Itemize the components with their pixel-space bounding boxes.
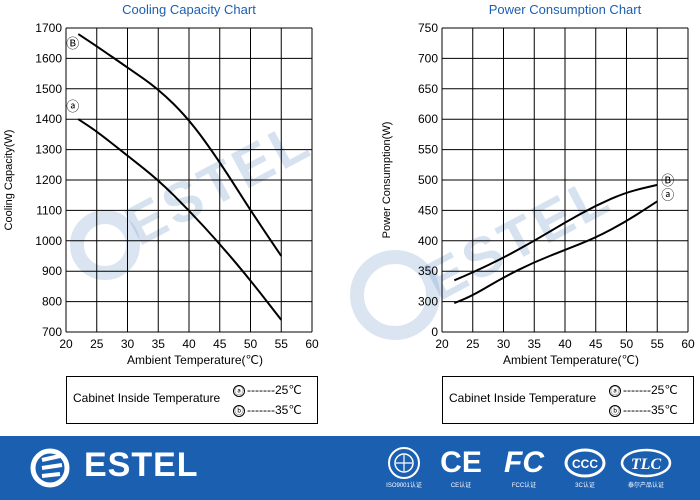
y-tick-label: 1500 (35, 82, 62, 96)
y-tick-label: 300 (418, 295, 438, 309)
legend-title: Cabinet Inside Temperature (449, 391, 597, 405)
x-tick-label: 50 (244, 337, 258, 351)
series-label-b: Ⓑ (66, 37, 79, 52)
chart-title: Power Consumption Chart (489, 2, 642, 17)
legend-entry-a: ⓐ -------25℃ (609, 383, 678, 397)
y-tick-label: 1600 (35, 51, 62, 65)
ce-certification: CE CE认证 (436, 444, 486, 490)
series-line-b (453, 183, 658, 282)
y-tick-label: 1100 (36, 203, 62, 217)
series-label-a: ⓐ (66, 100, 79, 115)
legend-marker-b: ⓑ (609, 404, 621, 417)
footer-banner: ESTEL ISO9001认证 CE CE认证 FC FCC认证 CCC 3C认… (0, 436, 700, 500)
y-tick-label: 700 (418, 51, 438, 65)
cooling-capacity-chart: Cooling Capacity Chart 20 25 30 35 40 45 50 55 60… (3, 2, 319, 367)
y-tick-label: 900 (42, 264, 62, 278)
y-tick-label: 1400 (35, 112, 62, 126)
y-tick-label: 500 (418, 173, 438, 187)
cooling-legend: Cabinet Inside Temperature ⓐ -------25℃ ⓑ… (66, 376, 318, 424)
series-line-a (77, 118, 283, 321)
ccc-certification: CCC 3C认证 (562, 444, 608, 490)
series-line-b (77, 33, 283, 257)
tlc-symbol: TLC (631, 456, 662, 473)
iso-caption: ISO9001认证 (386, 483, 422, 489)
legend-text-a: -------25℃ (247, 383, 302, 397)
x-tick-label: 60 (305, 337, 319, 351)
y-tick-label: 700 (42, 325, 62, 339)
tlc-caption: 泰尔产品认证 (627, 483, 664, 489)
estel-logo-icon (30, 448, 70, 488)
ccc-symbol: CCC (572, 457, 598, 471)
tlc-icon: TLC (620, 448, 672, 478)
legend-entry-b: ⓑ -------35℃ (609, 403, 678, 417)
power-legend: Cabinet Inside Temperature ⓐ -------25℃ ⓑ… (442, 376, 694, 424)
iso-certification: ISO9001认证 (384, 444, 424, 490)
x-axis-label: Ambient Temperature(℃) (127, 353, 263, 367)
x-tick-label: 45 (213, 337, 227, 351)
y-tick-label: 0 (431, 325, 438, 339)
y-tick-label: 1700 (35, 21, 62, 35)
y-axis-label: Cooling Capacity(W) (3, 130, 15, 231)
fcc-icon: FC (504, 446, 544, 479)
y-tick-label: 1000 (35, 234, 62, 248)
legend-marker-a: ⓐ (609, 384, 621, 397)
x-tick-label: 55 (275, 337, 289, 351)
legend-text-b: -------35℃ (247, 403, 302, 417)
ccc-caption: 3C认证 (575, 483, 595, 489)
y-tick-label: 1300 (35, 143, 62, 157)
x-tick-label: 25 (90, 337, 104, 351)
legend-entry-a: ⓐ -------25℃ (233, 383, 302, 397)
iso-icon (388, 447, 420, 479)
fcc-caption: FCC认证 (511, 483, 537, 489)
y-tick-label: 750 (418, 21, 438, 35)
x-tick-label: 60 (681, 337, 695, 351)
brand-name: ESTEL (84, 446, 199, 484)
series-label-a: ⓐ (661, 188, 674, 203)
x-tick-label: 25 (466, 337, 480, 351)
x-tick-label: 40 (558, 337, 572, 351)
x-tick-label: 20 (435, 337, 449, 351)
legend-entry-b: ⓑ -------35℃ (233, 403, 302, 417)
y-tick-label: 350 (418, 264, 438, 278)
legend-text-a: -------25℃ (623, 383, 678, 397)
ce-caption: CE认证 (450, 483, 472, 489)
y-tick-label: 650 (418, 82, 438, 96)
x-axis-label: Ambient Temperature(℃) (503, 353, 639, 367)
ccc-icon: CCC (564, 448, 606, 478)
chart-title: Cooling Capacity Chart (122, 2, 256, 17)
x-tick-label: 35 (528, 337, 542, 351)
legend-text-b: -------35℃ (623, 403, 678, 417)
legend-title: Cabinet Inside Temperature (73, 391, 221, 405)
x-tick-label: 50 (620, 337, 634, 351)
legend-marker-a: ⓐ (233, 384, 245, 397)
tlc-certification: TLC 泰尔产品认证 (618, 444, 674, 490)
y-axis-label: Power Consumption(W) (381, 122, 393, 239)
fcc-certification: FC FCC认证 (498, 444, 550, 490)
y-tick-label: 1200 (35, 173, 62, 187)
y-tick-label: 450 (418, 203, 438, 217)
y-tick-label: 400 (418, 234, 438, 248)
x-tick-label: 35 (152, 337, 166, 351)
x-tick-label: 45 (589, 337, 603, 351)
y-tick-label: 550 (418, 143, 438, 157)
x-tick-label: 40 (182, 337, 196, 351)
ce-icon: CE (440, 446, 482, 479)
x-tick-label: 30 (121, 337, 135, 351)
x-tick-label: 20 (59, 337, 73, 351)
power-consumption-chart: Power Consumption Chart 20 25 30 35 40 45 50 55 6… (381, 2, 695, 367)
y-tick-label: 600 (418, 112, 438, 126)
x-tick-label: 55 (651, 337, 665, 351)
y-tick-label: 800 (42, 295, 62, 309)
series-line-a (453, 200, 658, 305)
legend-marker-b: ⓑ (233, 404, 245, 417)
x-tick-label: 30 (497, 337, 511, 351)
series-label-b: Ⓑ (661, 174, 674, 189)
